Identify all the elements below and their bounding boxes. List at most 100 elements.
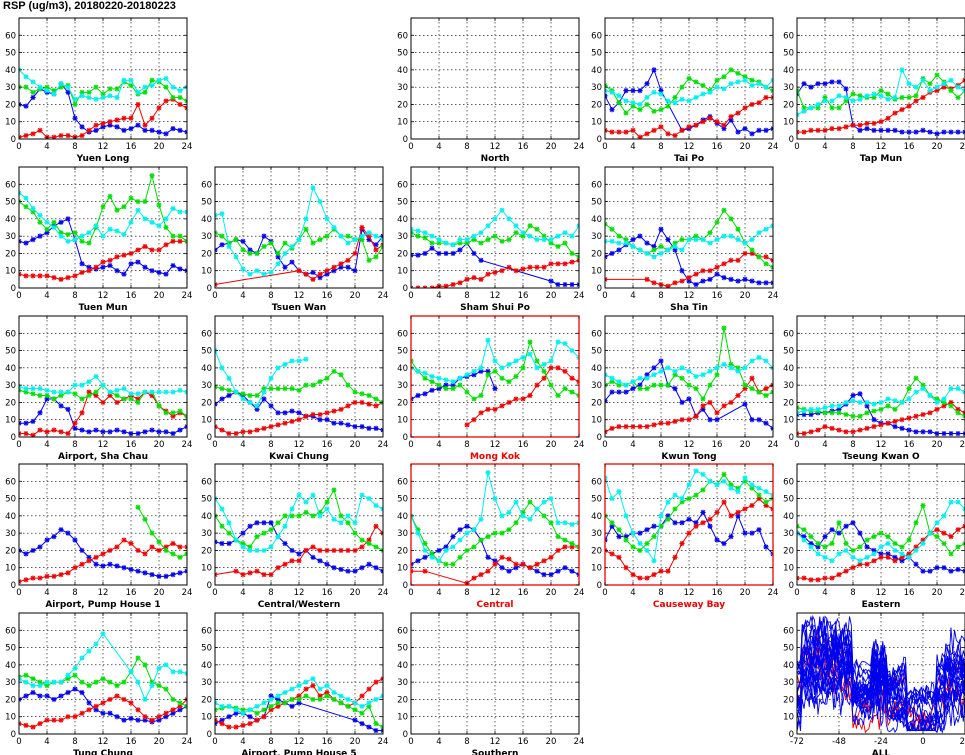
data-point [135, 391, 141, 397]
data-point [679, 375, 685, 381]
data-point [359, 233, 365, 239]
data-point [686, 98, 692, 104]
data-point [219, 523, 225, 529]
data-point [630, 127, 636, 133]
x-tick-label: 16 [712, 588, 723, 598]
x-tick-label: 12 [490, 588, 501, 598]
data-point [644, 372, 650, 378]
data-point [443, 547, 449, 554]
data-point [247, 247, 253, 253]
data-point [644, 240, 650, 246]
data-point [65, 389, 71, 395]
data-point [892, 94, 898, 101]
y-tick-label: 20 [591, 398, 602, 408]
x-tick-label: 12 [684, 142, 695, 152]
data-point [742, 74, 748, 80]
x-tick-label: 16 [126, 291, 137, 301]
data-point [756, 100, 762, 106]
data-point [303, 499, 309, 505]
data-point [44, 679, 50, 685]
data-point [72, 96, 78, 102]
data-point [808, 84, 814, 90]
data-point [464, 547, 470, 554]
y-tick-label: 60 [5, 180, 16, 190]
panel-title: Southern [472, 749, 519, 755]
data-point [100, 563, 106, 569]
data-point [359, 721, 365, 727]
data-point [815, 544, 821, 550]
data-point [693, 271, 699, 277]
y-tick-label: 40 [5, 215, 16, 225]
data-point [415, 530, 421, 536]
data-point [331, 689, 337, 696]
data-point [324, 216, 330, 222]
data-point [513, 230, 519, 236]
data-point [665, 513, 671, 519]
data-point [457, 537, 463, 543]
data-point [226, 243, 232, 250]
y-tick-label: 60 [201, 626, 212, 636]
data-point [254, 717, 260, 723]
data-point [58, 392, 64, 399]
data-point [749, 237, 755, 243]
data-point [562, 386, 568, 392]
data-point [878, 399, 884, 406]
data-point [142, 122, 148, 128]
data-point [485, 372, 491, 378]
data-point [808, 534, 814, 540]
data-point [261, 547, 267, 554]
x-tick-label: 16 [322, 737, 333, 747]
data-point [37, 212, 43, 218]
data-point [527, 565, 533, 571]
data-point [714, 219, 720, 225]
y-tick-label: 10 [783, 564, 794, 574]
data-point [163, 216, 169, 222]
data-point [450, 250, 456, 257]
data-point [338, 520, 344, 526]
data-point [289, 408, 295, 414]
data-point [282, 523, 288, 529]
data-point [941, 396, 947, 402]
data-point [100, 233, 106, 239]
overview-line-blue [797, 641, 965, 732]
data-point [422, 391, 428, 397]
data-point [843, 94, 849, 101]
data-point [37, 273, 43, 279]
data-point [23, 386, 29, 392]
data-point [86, 429, 92, 435]
data-point [170, 262, 176, 269]
data-point [86, 240, 92, 246]
data-point [527, 392, 533, 399]
data-point [338, 233, 344, 239]
data-point [871, 127, 877, 133]
data-point [913, 413, 919, 419]
data-point [941, 540, 947, 547]
data-point [644, 131, 650, 137]
data-point [37, 721, 43, 727]
data-point [562, 368, 568, 374]
data-point [121, 537, 127, 543]
x-tick-label: 0 [602, 588, 607, 598]
data-point [756, 280, 762, 286]
data-point [464, 240, 470, 246]
data-point [345, 547, 351, 554]
data-point [471, 368, 477, 374]
data-point [247, 523, 253, 529]
data-point [443, 250, 449, 257]
data-point [135, 707, 141, 713]
data-point [555, 547, 561, 554]
y-tick-label: 20 [783, 695, 794, 705]
data-point [366, 237, 372, 243]
data-point [555, 243, 561, 250]
data-point [107, 193, 113, 199]
data-point [548, 382, 554, 388]
data-point [871, 91, 877, 97]
data-point [672, 100, 678, 106]
y-tick-label: 0 [597, 284, 602, 294]
data-point [282, 240, 288, 246]
x-tick-label: 20 [932, 588, 943, 598]
data-point [693, 122, 699, 128]
x-tick-label: 8 [658, 142, 663, 152]
data-point [296, 410, 302, 416]
